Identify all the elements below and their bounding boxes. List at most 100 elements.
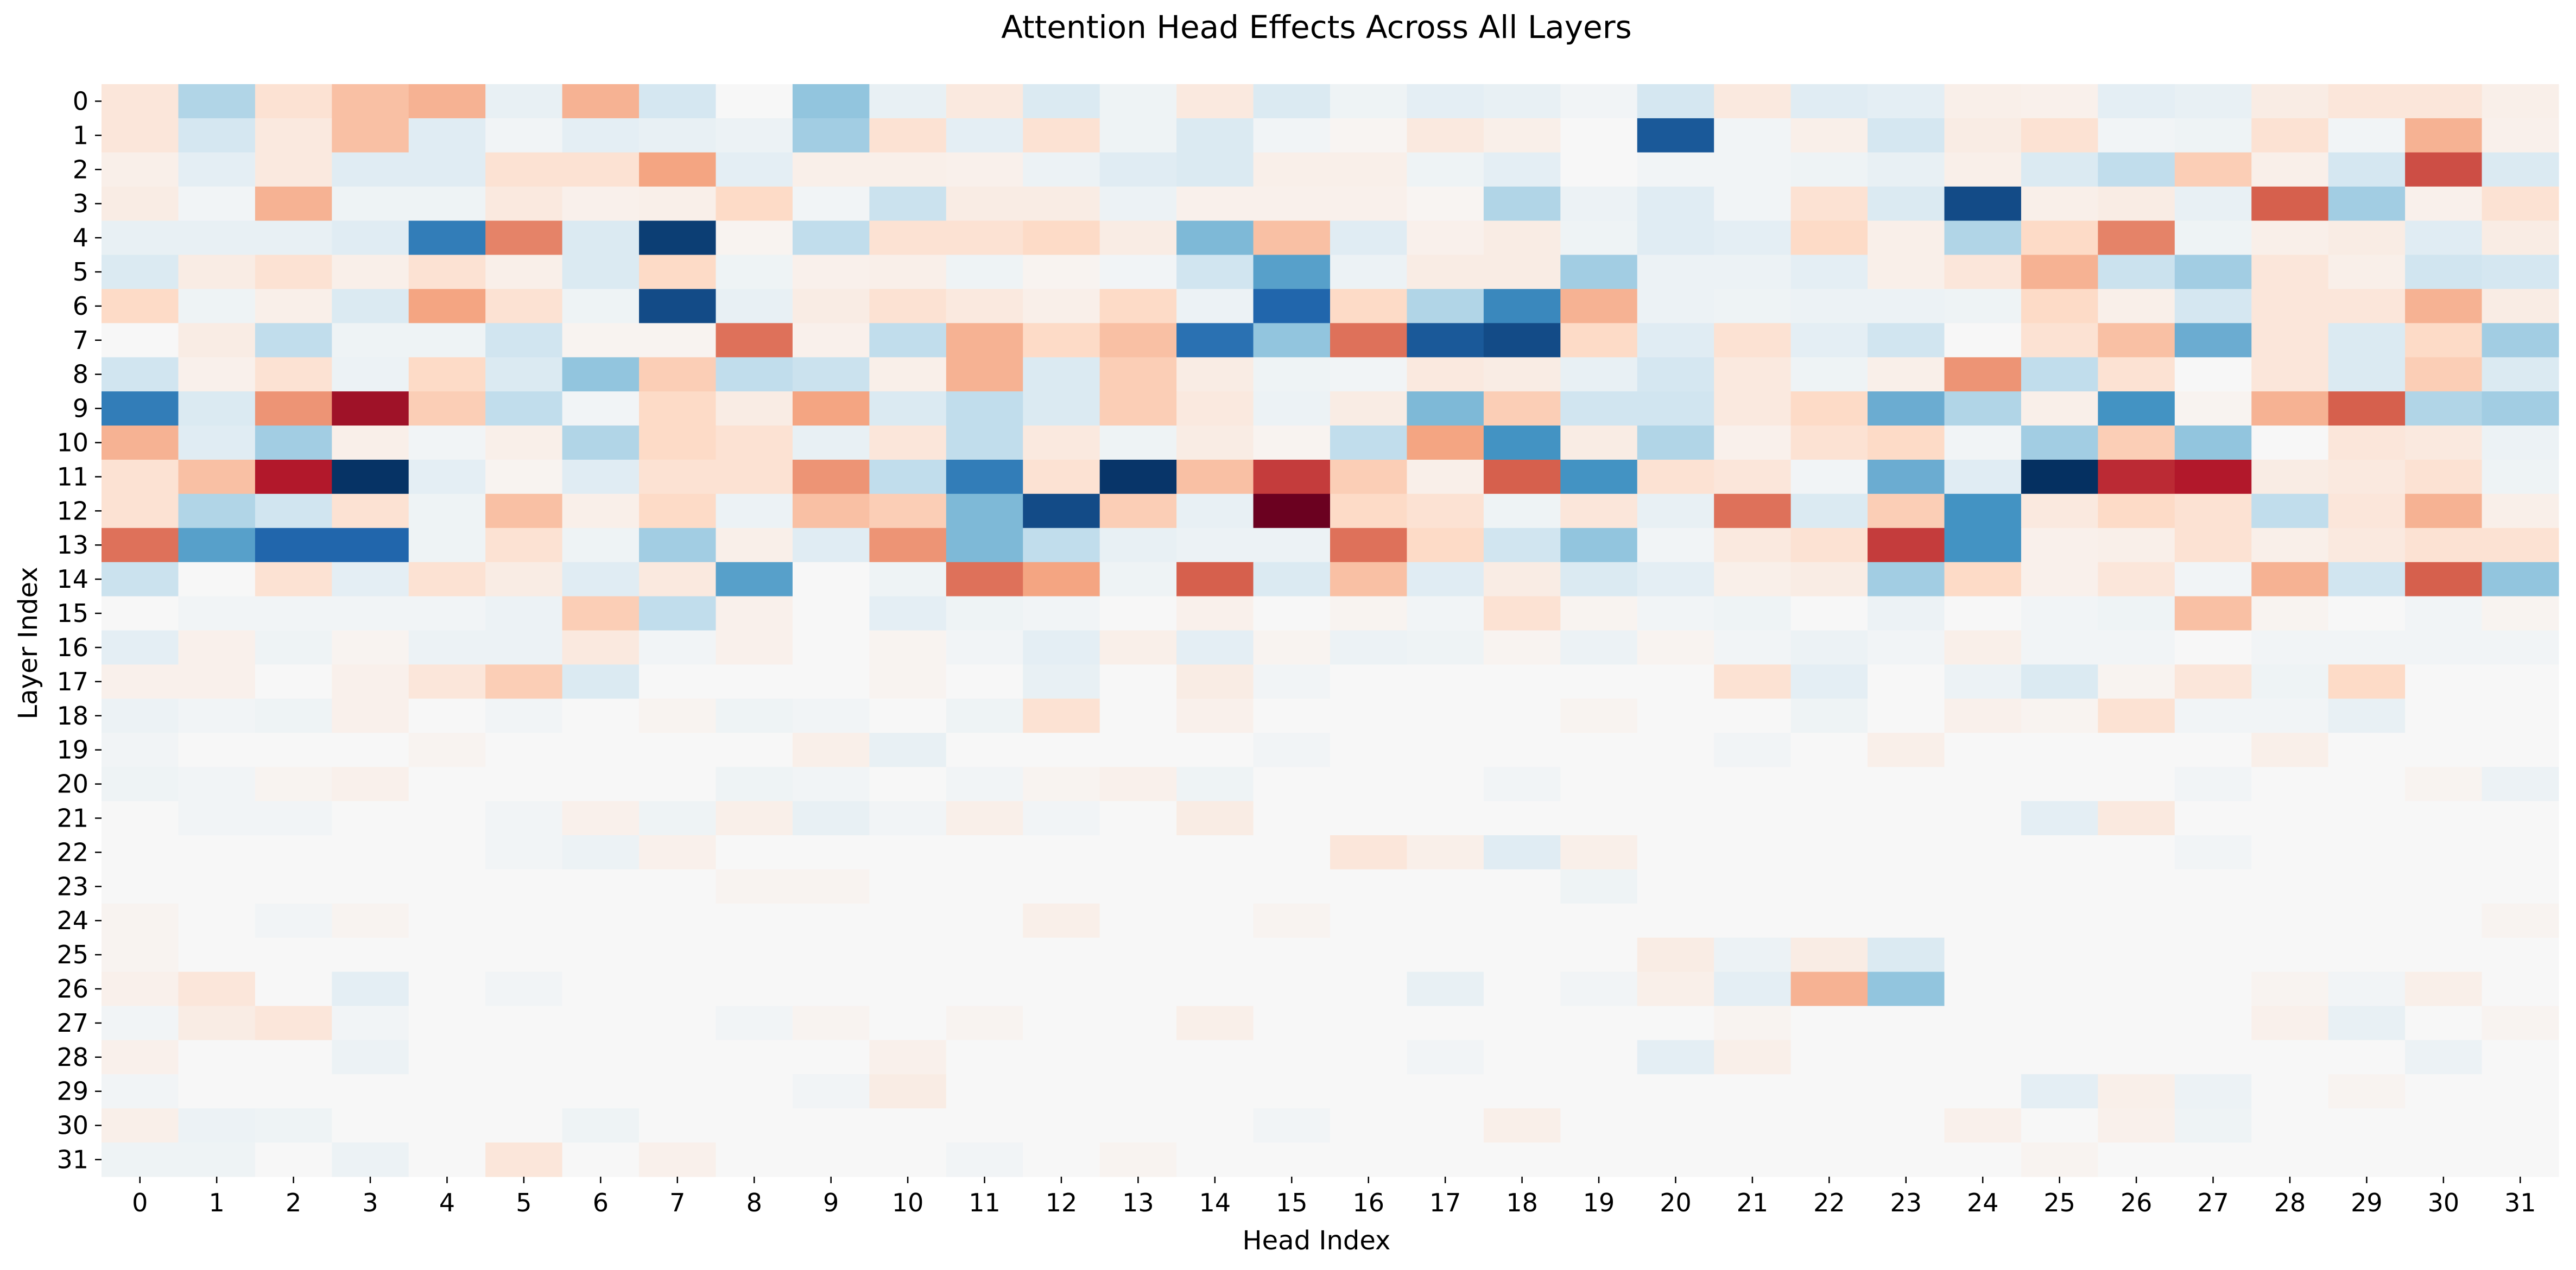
heatmap-cell [562, 220, 640, 256]
heatmap-cell [1407, 562, 1484, 597]
heatmap-cell [1483, 152, 1561, 187]
heatmap-cell [639, 289, 717, 323]
heatmap-cell [1714, 903, 1792, 938]
heatmap-cell [1023, 255, 1100, 290]
heatmap-cell [1023, 1006, 1100, 1040]
heatmap-cell [1330, 186, 1408, 221]
heatmap-cell [1637, 1074, 1714, 1109]
heatmap-cell [408, 971, 486, 1007]
heatmap-cell [1790, 426, 1868, 460]
heatmap-cell [408, 1040, 486, 1075]
heatmap-cell [1560, 255, 1638, 290]
heatmap-cell [716, 835, 793, 870]
heatmap-cell [1176, 1040, 1254, 1075]
heatmap-cell [2251, 84, 2329, 119]
heatmap-cell [716, 937, 793, 973]
heatmap-cell [1868, 391, 1945, 426]
heatmap-cell [716, 255, 793, 290]
heatmap-cell [2174, 1006, 2252, 1040]
heatmap-cell [792, 84, 870, 119]
heatmap-cell [946, 903, 1023, 938]
heatmap-cell [716, 186, 793, 221]
heatmap-cell [792, 220, 870, 256]
heatmap-cell [2482, 767, 2559, 802]
heatmap-cell [562, 869, 640, 904]
heatmap-cell [1407, 1006, 1484, 1040]
heatmap-cell [1868, 835, 1945, 870]
heatmap-cell [2405, 1074, 2483, 1109]
heatmap-cell [1944, 1108, 2022, 1143]
heatmap-cell [2098, 630, 2175, 665]
heatmap-cell [946, 493, 1023, 529]
heatmap-cell [2251, 1074, 2329, 1109]
heatmap-cell [869, 186, 947, 221]
heatmap-cell [1023, 493, 1100, 529]
heatmap-cell [1944, 84, 2022, 119]
heatmap-cell [716, 357, 793, 392]
heatmap-cell [2098, 220, 2175, 256]
heatmap-cell [716, 630, 793, 665]
heatmap-cell [178, 664, 256, 699]
heatmap-cell [1560, 733, 1638, 767]
heatmap-cell [1790, 1142, 1868, 1177]
heatmap-cell [869, 289, 947, 323]
heatmap-cell [1483, 733, 1561, 767]
heatmap-cell [2328, 698, 2406, 733]
heatmap-cell [1253, 528, 1331, 563]
heatmap-cell [2405, 562, 2483, 597]
heatmap-cell [2251, 323, 2329, 358]
heatmap-cell [1637, 903, 1714, 938]
heatmap-cell [1176, 1108, 1254, 1143]
heatmap-cell [2328, 733, 2406, 767]
heatmap-cell [2482, 596, 2559, 631]
heatmap-cell [1560, 664, 1638, 699]
heatmap-cell [1560, 869, 1638, 904]
heatmap-cell [332, 459, 409, 494]
heatmap-cell [639, 528, 717, 563]
heatmap-cell [255, 459, 332, 494]
heatmap-cell [1560, 1142, 1638, 1177]
x-tick-label: 19 [1583, 1188, 1615, 1217]
heatmap-cell [562, 1006, 640, 1040]
heatmap-cell [792, 971, 870, 1007]
heatmap-cell [2328, 493, 2406, 529]
heatmap-cell [1790, 152, 1868, 187]
heatmap-cell [255, 323, 332, 358]
heatmap-cell [716, 664, 793, 699]
heatmap-cell [1944, 937, 2022, 973]
heatmap-cell [255, 664, 332, 699]
y-tick-label: 16 [56, 633, 88, 662]
heatmap-cell [2482, 937, 2559, 973]
heatmap-cell [1560, 801, 1638, 836]
heatmap-cell [2021, 493, 2098, 529]
heatmap-cell [332, 528, 409, 563]
heatmap-cell [1176, 357, 1254, 392]
heatmap-cell [1023, 767, 1100, 802]
x-tick-label: 13 [1122, 1188, 1154, 1217]
heatmap-cell [255, 733, 332, 767]
heatmap-cell [1790, 391, 1868, 426]
heatmap-cell [639, 118, 717, 153]
heatmap-cell [946, 220, 1023, 256]
y-tick-label: 7 [73, 326, 88, 355]
heatmap-cell [792, 186, 870, 221]
heatmap-cell [1099, 971, 1177, 1007]
heatmap-cell [946, 767, 1023, 802]
heatmap-cell [1483, 528, 1561, 563]
heatmap-cells [102, 84, 2559, 1177]
heatmap-cell [2021, 630, 2098, 665]
heatmap-cell [1944, 220, 2022, 256]
heatmap-cell [1714, 186, 1792, 221]
heatmap-cell [1560, 186, 1638, 221]
heatmap-cell [1023, 357, 1100, 392]
heatmap-cell [1483, 357, 1561, 392]
heatmap-cell [1483, 1142, 1561, 1177]
heatmap-cell [102, 459, 179, 494]
heatmap-cell [1868, 323, 1945, 358]
heatmap-cell [2405, 528, 2483, 563]
heatmap-cell [1483, 1040, 1561, 1075]
heatmap-cell [1714, 84, 1792, 119]
heatmap-cell [2482, 801, 2559, 836]
heatmap-cell [2098, 1074, 2175, 1109]
heatmap-cell [1714, 971, 1792, 1007]
